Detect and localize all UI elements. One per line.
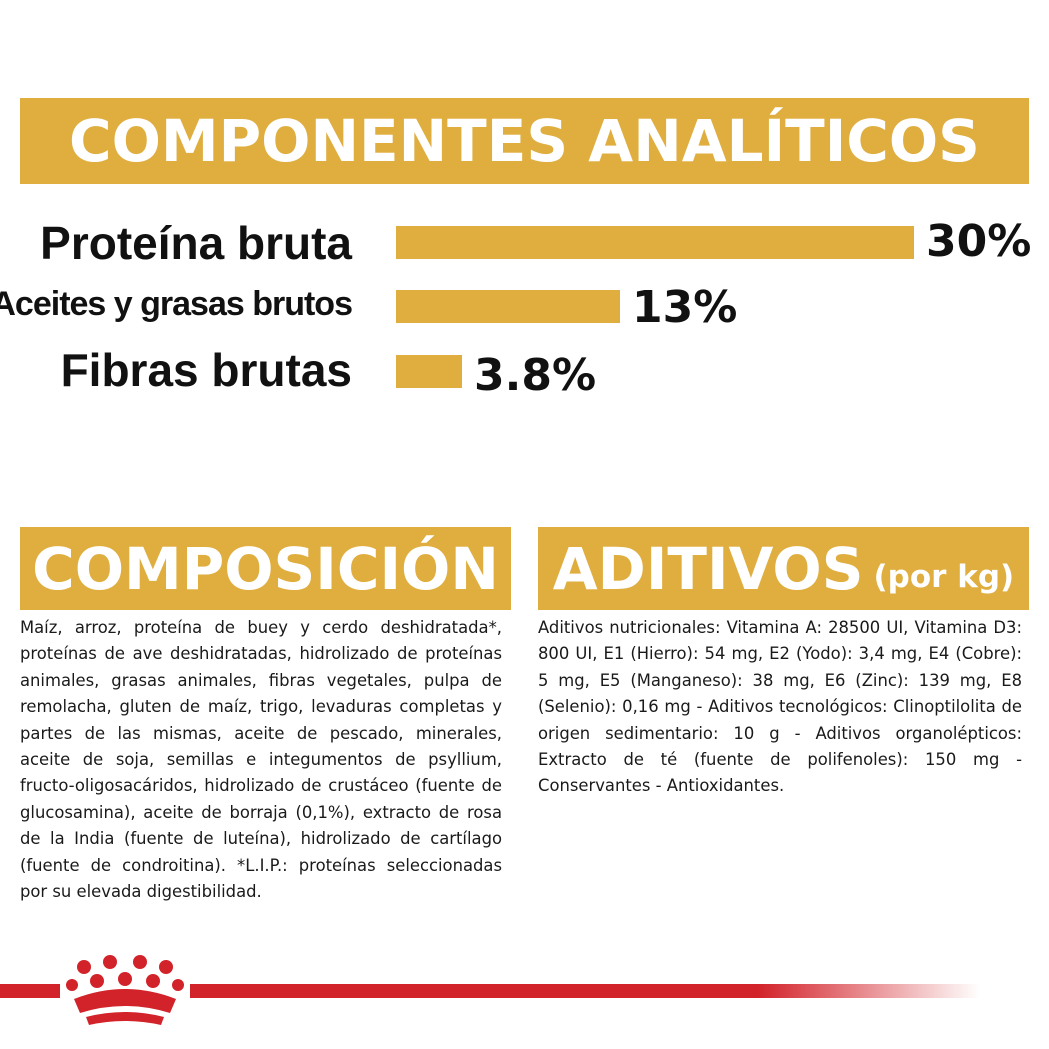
additives-title: ADITIVOS [552,534,864,603]
additives-text: Aditivos nutricionales: Vitamina A: 2850… [538,618,1022,796]
footer-line-left [0,984,60,998]
footer-line-right [190,984,980,998]
analytical-components-title: COMPONENTES ANALÍTICOS [69,107,980,175]
protein-bar [396,226,914,259]
protein-label: Proteína bruta [40,217,352,269]
fiber-bar [396,355,462,388]
analytical-components-banner: COMPONENTES ANALÍTICOS [20,98,1029,184]
composition-banner: COMPOSICIÓN [20,527,511,610]
fiber-label: Fibras brutas [60,344,352,396]
additives-subtitle: (por kg) [873,558,1015,595]
protein-value: 30% [926,216,1032,267]
fiber-value: 3.8% [474,350,597,401]
composition-text: Maíz, arroz, proteína de buey y cerdo de… [20,618,502,902]
oils-fats-bar [396,290,620,323]
additives-banner: ADITIVOS (por kg) [538,527,1029,610]
composition-title: COMPOSICIÓN [32,534,499,603]
oils-fats-value: 13% [632,282,738,333]
oils-fats-label: Aceites y grasas brutos [0,285,353,323]
royal-crown-logo-icon [66,955,184,1025]
